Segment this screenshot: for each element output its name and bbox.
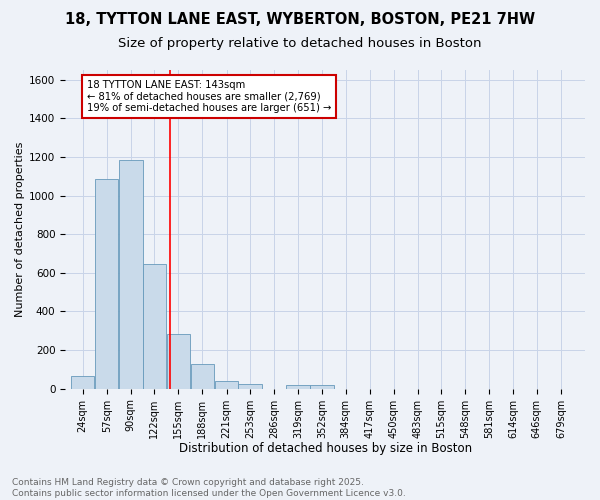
Bar [71,376,94,388]
Bar [286,385,310,388]
Bar [215,381,238,388]
Bar [310,385,334,388]
Bar [95,179,118,388]
Bar [119,160,143,388]
X-axis label: Distribution of detached houses by size in Boston: Distribution of detached houses by size … [179,442,472,455]
Text: 18, TYTTON LANE EAST, WYBERTON, BOSTON, PE21 7HW: 18, TYTTON LANE EAST, WYBERTON, BOSTON, … [65,12,535,28]
Text: Contains HM Land Registry data © Crown copyright and database right 2025.
Contai: Contains HM Land Registry data © Crown c… [12,478,406,498]
Bar [143,264,166,388]
Text: 18 TYTTON LANE EAST: 143sqm
← 81% of detached houses are smaller (2,769)
19% of : 18 TYTTON LANE EAST: 143sqm ← 81% of det… [87,80,331,113]
Y-axis label: Number of detached properties: Number of detached properties [15,142,25,317]
Bar [238,384,262,388]
Bar [167,334,190,388]
Text: Size of property relative to detached houses in Boston: Size of property relative to detached ho… [118,38,482,51]
Bar [191,364,214,388]
